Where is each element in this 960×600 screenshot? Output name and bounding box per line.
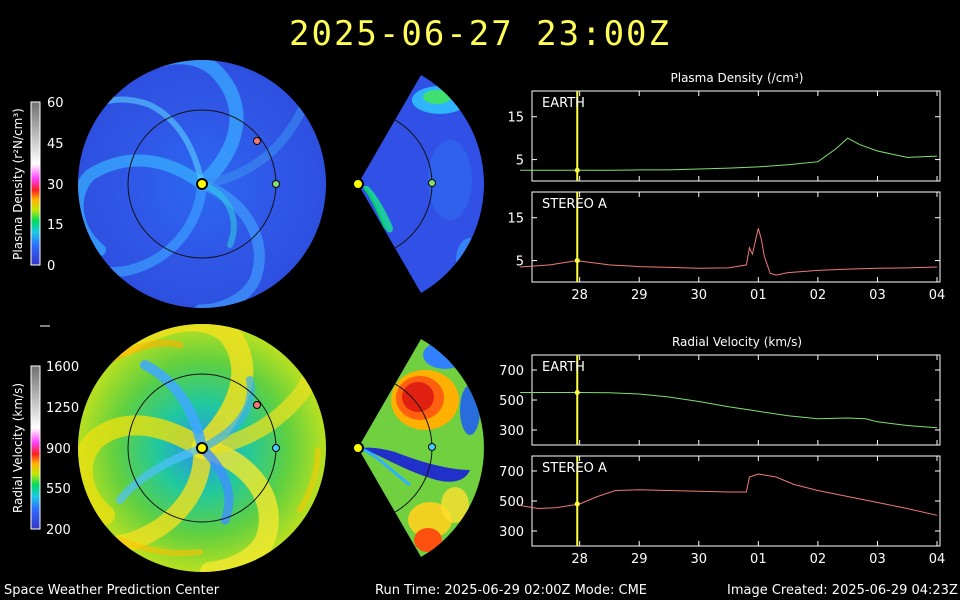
x-tick-label: 04 xyxy=(929,552,946,567)
x-tick-label: 30 xyxy=(691,288,708,303)
density-tick-label: 0 xyxy=(47,259,55,274)
x-tick-label: 29 xyxy=(631,552,648,567)
panel-label: EARTH xyxy=(542,360,585,375)
x-tick-label: 02 xyxy=(810,552,827,567)
velocity-tick-label: 1600 xyxy=(46,360,79,375)
y-tick-label: 700 xyxy=(499,364,524,379)
stereo-a-marker xyxy=(254,138,261,145)
y-tick-label: 500 xyxy=(499,495,524,510)
density-colorbar-label: Plasma Density (r²N/cm³) xyxy=(11,108,25,260)
sun-icon xyxy=(197,443,207,453)
footer-organization: Space Weather Prediction Center xyxy=(4,583,219,598)
velocity-ecliptic-disc xyxy=(78,321,326,572)
density-plot-title: Plasma Density (/cm³) xyxy=(671,71,804,85)
x-tick-label: 03 xyxy=(869,288,886,303)
x-tick-label: 04 xyxy=(929,288,946,303)
density-colorbar: Plasma Density (r²N/cm³) 60 45 30 15 0 xyxy=(11,96,64,274)
sun-icon xyxy=(353,443,363,453)
y-tick-label: 5 xyxy=(516,255,524,270)
panel-label: STEREO A xyxy=(542,461,607,476)
density-tick-label: 60 xyxy=(47,96,64,111)
footer-run-time: Run Time: 2025-06-29 02:00Z Mode: CME xyxy=(375,583,647,598)
current-value-point xyxy=(575,502,580,507)
earth-marker xyxy=(429,180,436,187)
sun-icon xyxy=(197,179,207,189)
x-tick-label: 28 xyxy=(571,288,588,303)
y-tick-label: 5 xyxy=(516,154,524,169)
x-tick-label: 03 xyxy=(869,552,886,567)
velocity-tick-label: 1250 xyxy=(46,401,79,416)
density-ecliptic-disc xyxy=(78,57,326,310)
velocity-colorbar-label: Radial Velocity (km/s) xyxy=(11,383,25,513)
y-tick-label: 300 xyxy=(499,424,524,439)
x-tick-label: 01 xyxy=(750,288,767,303)
plot-frame xyxy=(532,355,940,445)
velocity-plot-title: Radial Velocity (km/s) xyxy=(672,335,802,349)
x-tick-label: 28 xyxy=(571,552,588,567)
earth-marker xyxy=(273,445,280,452)
x-tick-label: 01 xyxy=(750,552,767,567)
stereo-a-marker xyxy=(254,402,261,409)
x-tick-label: 02 xyxy=(810,288,827,303)
density-tick-label: 30 xyxy=(47,178,64,193)
velocity-tick-label: 900 xyxy=(46,442,71,457)
y-tick-label: 700 xyxy=(499,465,524,480)
density-colorbar-scale xyxy=(31,102,40,265)
sun-icon xyxy=(353,179,363,189)
panel-label: STEREO A xyxy=(542,197,607,212)
density-tick-label: 45 xyxy=(47,137,64,152)
y-tick-label: 15 xyxy=(507,111,524,126)
current-value-point xyxy=(575,168,580,173)
x-tick-label: 29 xyxy=(631,288,648,303)
y-tick-label: 300 xyxy=(499,525,524,540)
velocity-tick-label: 200 xyxy=(46,523,71,538)
current-value-point xyxy=(575,258,580,263)
velocity-colorbar: Radial Velocity (km/s) 1600 1250 900 550… xyxy=(11,360,79,538)
velocity-tick-label: 550 xyxy=(46,482,71,497)
density-tick-label: 15 xyxy=(47,218,64,233)
earth-marker xyxy=(273,181,280,188)
footer-image-created: Image Created: 2025-06-29 04:23Z xyxy=(727,583,958,598)
earth-marker xyxy=(429,444,436,451)
x-tick-label: 30 xyxy=(691,552,708,567)
current-value-point xyxy=(575,390,580,395)
y-tick-label: 500 xyxy=(499,394,524,409)
panel-label: EARTH xyxy=(542,96,585,111)
velocity-colorbar-scale xyxy=(31,366,40,529)
y-tick-label: 15 xyxy=(507,212,524,227)
